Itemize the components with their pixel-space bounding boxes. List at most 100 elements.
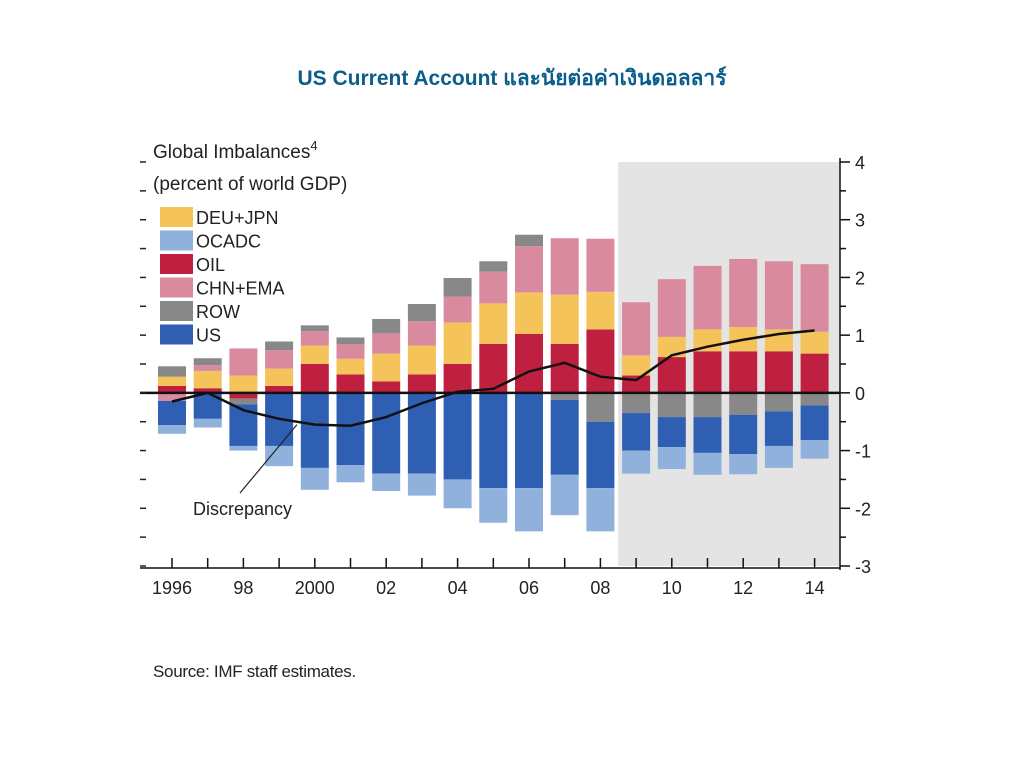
bar-ocadc-2014	[800, 440, 829, 459]
bar-deu-jpn-2004	[443, 322, 472, 364]
legend-swatch-us	[160, 324, 193, 345]
bar-chn-ema-2008	[586, 238, 615, 292]
bar-deu-jpn-1999	[265, 368, 294, 386]
bar-chn-ema-2007	[550, 238, 579, 295]
bar-us-2000	[300, 392, 329, 468]
bar-ocadc-1998	[229, 445, 258, 451]
bar-oil-2014	[800, 353, 829, 393]
bar-oil-1996	[158, 385, 186, 393]
bar-row-1997	[193, 358, 222, 366]
bar-us-2010	[657, 417, 686, 448]
bar-ocadc-2010	[657, 447, 686, 470]
bar-us-2014	[800, 405, 829, 441]
bar-deu-jpn-2006	[515, 292, 543, 334]
y-tick-label: -2	[855, 499, 871, 519]
bar-chn-ema-2006	[515, 246, 543, 293]
bar-chn-ema-2012	[729, 258, 758, 328]
left-axis-ticks	[140, 161, 146, 567]
bar-deu-jpn-1998	[229, 375, 258, 393]
bar-oil-1997	[193, 388, 222, 393]
discrepancy-line	[171, 329, 815, 428]
slide-title: US Current Account และนัยต่อค่าเงินดอลลา…	[297, 67, 727, 90]
legend-label-chn-ema: CHN+EMA	[196, 279, 285, 299]
bar-oil-2003	[407, 374, 436, 393]
bar-chn-ema-1999	[265, 350, 294, 369]
bar-ocadc-2009	[622, 450, 651, 474]
bar-oil-2002	[372, 381, 401, 393]
legend: DEU+JPN OCADC OIL CHN+EMA ROW US	[160, 207, 285, 346]
legend-swatch-deu-jpn	[160, 207, 193, 227]
bar-oil-2012	[729, 351, 758, 393]
bar-row-1999	[265, 341, 294, 351]
x-axis: 1996 98 2000 02 04 06 08 10 12 14	[140, 558, 840, 598]
bar-ocadc-2011	[693, 452, 722, 475]
bar-oil-1998	[229, 392, 258, 399]
bar-row-2010	[657, 392, 686, 418]
x-tick-label: 02	[376, 578, 396, 598]
bar-ocadc-2003	[407, 473, 436, 496]
bar-oil-1999	[265, 385, 294, 393]
bar-row-2001	[336, 337, 365, 345]
legend-swatch-row	[160, 301, 193, 321]
bar-chn-ema-2002	[372, 333, 401, 354]
bar-row-1996	[158, 366, 186, 377]
bar-oil-2004	[443, 364, 472, 393]
bar-row-2002	[372, 318, 401, 334]
bar-ocadc-2012	[729, 454, 758, 475]
bar-us-2009	[622, 413, 651, 451]
x-tick-label: 1996	[152, 578, 192, 598]
y-tick-label: -3	[855, 557, 871, 577]
bar-chn-ema-2011	[693, 265, 722, 330]
bar-chn-ema-1998	[229, 348, 258, 376]
bar-row-2013	[764, 392, 793, 412]
x-tick-label: 10	[662, 578, 682, 598]
bar-oil-2001	[336, 374, 365, 393]
bar-us-2003	[407, 392, 436, 474]
source-note: Source: IMF staff estimates.	[153, 662, 356, 681]
bar-chn-ema-2010	[657, 279, 686, 337]
bar-chn-ema-2009	[622, 302, 651, 356]
bar-oil-2011	[693, 351, 722, 393]
bar-us-2005	[479, 392, 508, 489]
bar-row-2009	[622, 392, 651, 414]
legend-label-ocadc: OCADC	[196, 232, 261, 252]
bar-row-2006	[515, 234, 543, 247]
discrepancy-label: Discrepancy	[193, 499, 292, 519]
bar-deu-jpn-1996	[158, 376, 186, 386]
bar-ocadc-2000	[300, 467, 329, 490]
bar-chn-ema-2005	[479, 271, 508, 304]
y-tick-label: 2	[855, 268, 865, 288]
bar-deu-jpn-2005	[479, 303, 508, 344]
bar-chn-ema-2000	[300, 331, 329, 346]
bar-chn-ema-1997	[193, 365, 222, 371]
bar-chn-ema-2013	[764, 261, 793, 330]
bar-oil-2005	[479, 343, 508, 393]
bar-ocadc-2007	[550, 474, 579, 516]
bar-row-1998	[229, 398, 258, 405]
bar-deu-jpn-2002	[372, 353, 401, 382]
y-tick-label: 4	[855, 153, 865, 173]
x-tick-label: 06	[519, 578, 539, 598]
bar-oil-2013	[764, 351, 793, 393]
x-tick-label: 08	[590, 578, 610, 598]
bar-ocadc-2002	[372, 473, 401, 491]
bar-deu-jpn-2007	[550, 294, 579, 344]
bar-row-2007	[550, 392, 579, 400]
bar-deu-jpn-2014	[800, 331, 829, 354]
bar-ocadc-1999	[265, 445, 294, 467]
bar-us-2007	[550, 399, 579, 475]
bar-ocadc-2013	[764, 445, 793, 468]
bar-us-2013	[764, 411, 793, 446]
right-axis: 4 3 2 1 0 -1 -2 -3	[839, 153, 871, 577]
bar-chn-ema-1996	[158, 392, 186, 401]
legend-label-deu-jpn: DEU+JPN	[196, 208, 279, 228]
legend-label-row: ROW	[196, 302, 240, 322]
bar-us-2012	[729, 414, 758, 455]
x-tick-label: 14	[805, 578, 825, 598]
bar-row-2004	[443, 278, 472, 297]
bar-deu-jpn-2010	[657, 336, 686, 358]
x-tick-label: 12	[733, 578, 753, 598]
bar-chn-ema-2001	[336, 344, 365, 359]
y-tick-label: 1	[855, 326, 865, 346]
